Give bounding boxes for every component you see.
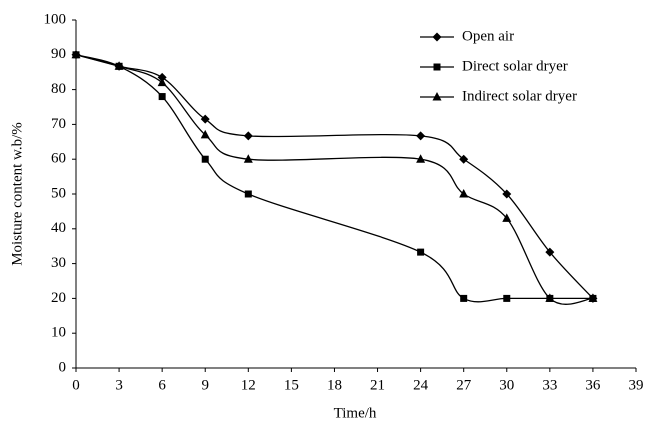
x-tick-label: 21 (370, 377, 385, 393)
x-tick-label: 18 (327, 377, 342, 393)
legend-marker (432, 32, 442, 42)
marker (244, 190, 252, 198)
marker (588, 293, 598, 302)
y-tick-label: 80 (51, 81, 66, 97)
x-tick-label: 15 (284, 377, 299, 393)
marker (158, 93, 166, 101)
marker (416, 154, 426, 163)
y-axis-label: Moisture content w.b/% (9, 122, 25, 266)
marker (417, 248, 425, 256)
legend-label: Direct solar dryer (462, 58, 568, 74)
x-tick-label: 3 (115, 377, 123, 393)
marker (502, 189, 512, 199)
y-tick-label: 70 (51, 116, 66, 132)
x-tick-label: 24 (413, 377, 429, 393)
marker (503, 294, 511, 302)
marker (200, 114, 210, 124)
legend-marker (432, 92, 442, 101)
x-tick-label: 39 (629, 377, 644, 393)
x-tick-label: 27 (456, 377, 472, 393)
x-axis-label: Time/h (334, 405, 377, 421)
marker (545, 293, 555, 302)
y-tick-label: 10 (51, 325, 66, 341)
y-tick-label: 40 (51, 220, 66, 236)
marker (157, 77, 167, 87)
series-line (75, 54, 593, 303)
series-line (75, 54, 594, 299)
marker (502, 213, 512, 222)
marker (459, 189, 469, 198)
marker (545, 247, 555, 257)
y-tick-label: 20 (51, 290, 66, 306)
y-tick-label: 30 (51, 255, 66, 271)
y-tick-label: 100 (44, 11, 67, 27)
series-line (75, 54, 594, 305)
x-tick-label: 0 (72, 377, 80, 393)
marker (157, 72, 167, 82)
marker (201, 155, 209, 163)
marker (459, 154, 469, 164)
x-tick-label: 33 (542, 377, 557, 393)
y-tick-label: 90 (51, 46, 66, 62)
marker (460, 294, 468, 302)
legend-label: Open air (462, 28, 514, 44)
y-tick-label: 50 (51, 185, 66, 201)
marker (243, 131, 253, 141)
x-tick-label: 36 (585, 377, 601, 393)
marker (416, 131, 426, 141)
x-tick-label: 30 (499, 377, 514, 393)
y-tick-label: 0 (59, 359, 67, 375)
marker (71, 49, 81, 59)
x-tick-label: 9 (201, 377, 209, 393)
legend-marker (433, 63, 441, 71)
x-tick-label: 6 (158, 377, 166, 393)
x-tick-label: 12 (241, 377, 256, 393)
marker (200, 129, 210, 139)
marker (243, 154, 253, 163)
marker (114, 61, 124, 70)
y-tick-label: 60 (51, 151, 66, 167)
legend-label: Indirect solar dryer (462, 88, 577, 104)
